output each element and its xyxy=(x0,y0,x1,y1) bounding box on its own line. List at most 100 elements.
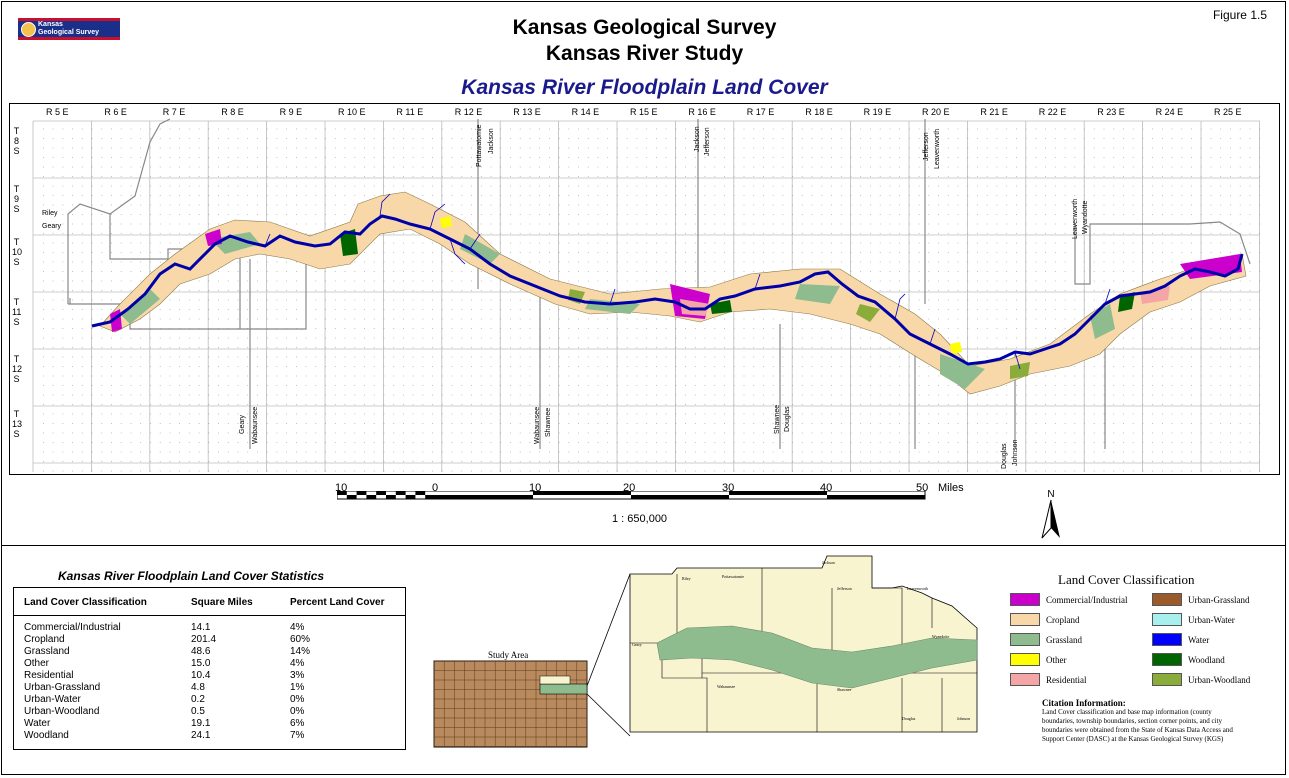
range-label: R 17 E xyxy=(746,107,775,117)
stats-cell-sq-miles: 10.4 xyxy=(191,670,211,681)
scale-tick-label: 20 xyxy=(623,482,636,494)
township-label-part: S xyxy=(13,204,20,214)
township-label-part: S xyxy=(13,374,20,384)
township-label-part: T xyxy=(13,354,20,364)
county-label-geary: Geary xyxy=(42,223,62,230)
county-label-wyandotte: Wyandotte xyxy=(1082,200,1089,234)
stats-cell-class: Commercial/Industrial xyxy=(24,622,121,633)
logo-text: Kansas Geological Survey xyxy=(38,21,99,37)
legend-label: Woodland xyxy=(1188,655,1225,665)
range-label: R 19 E xyxy=(863,107,892,117)
stats-cell-percent: 1% xyxy=(290,682,305,693)
inset-county-label: Riley xyxy=(682,576,691,581)
figure-number: Figure 1.5 xyxy=(1212,8,1267,22)
legend-label: Grassland xyxy=(1046,635,1082,645)
scale-unit: Miles xyxy=(938,482,964,494)
legend-swatch xyxy=(1152,633,1182,646)
township-label-part: 12 xyxy=(12,364,23,374)
main-map[interactable]: R 5 E R 6 E R 7 E R 8 E R 9 E R 10 E R 11 E R 1… xyxy=(9,103,1280,475)
stats-cell-sq-miles: 19.1 xyxy=(191,718,211,729)
legend-swatch xyxy=(1010,653,1040,666)
tributaries xyxy=(264,193,1111,370)
stats-cell-percent: 14% xyxy=(290,646,311,657)
county-label-pottawatomie: Pottawatomie xyxy=(476,124,483,167)
township-label: T 13 S xyxy=(12,409,23,439)
stats-cell-sq-miles: 0.5 xyxy=(191,706,205,717)
legend-label: Urban-Water xyxy=(1188,615,1235,625)
scale-tick-label: 0 xyxy=(432,482,439,494)
stats-header-class: Land Cover Classification xyxy=(24,597,147,608)
stats-cell-sq-miles: 201.4 xyxy=(191,634,217,645)
county-label-wabaunsee-east: Wabaunsee xyxy=(534,406,541,444)
township-label-part: T xyxy=(13,184,20,194)
township-label: T 10 S xyxy=(12,237,23,267)
scale-tick-label: 30 xyxy=(722,482,735,494)
study-area-label: Study Area xyxy=(488,650,529,660)
stats-cell-class: Cropland xyxy=(24,634,65,645)
township-label: T 12 S xyxy=(12,354,23,384)
stats-cell-class: Water xyxy=(24,718,51,729)
township-label-part: T xyxy=(13,126,20,136)
county-label-jefferson: Jefferson xyxy=(704,127,711,156)
range-label: R 7 E xyxy=(162,107,186,117)
township-label-part: 8 xyxy=(13,136,19,146)
legend-swatch xyxy=(1152,593,1182,606)
stats-cell-class: Urban-Woodland xyxy=(24,706,100,717)
legend-swatch xyxy=(1010,613,1040,626)
range-label: R 20 E xyxy=(922,107,950,117)
range-label: R 11 E xyxy=(396,107,424,117)
kansas-state-map xyxy=(433,660,588,748)
range-label: R 21 E xyxy=(980,107,1008,117)
range-label: R 16 E xyxy=(688,107,716,117)
range-label: R 15 E xyxy=(630,107,658,117)
county-label-jackson: Jackson xyxy=(488,128,495,154)
stats-table: Land Cover Classification Square Miles P… xyxy=(13,587,406,750)
stats-cell-sq-miles: 48.6 xyxy=(191,646,211,657)
legend-label: Cropland xyxy=(1046,615,1080,625)
logo-text-line2: Geological Survey xyxy=(38,29,100,36)
range-label: R 14 E xyxy=(571,107,600,117)
county-label-johnson: Johnson xyxy=(1012,439,1019,466)
stats-header-sq-miles: Square Miles xyxy=(191,597,253,608)
north-label: N xyxy=(1047,489,1054,500)
township-label-part: 9 xyxy=(13,194,19,204)
inset-county-label: Douglas xyxy=(902,716,916,721)
township-label-part: T xyxy=(13,409,20,419)
county-label-douglas: Douglas xyxy=(784,406,791,432)
legend-swatch xyxy=(1152,613,1182,626)
range-label: R 18 E xyxy=(805,107,833,117)
citation-text: Land Cover classification and base map i… xyxy=(1042,708,1233,743)
stats-header-divider xyxy=(14,615,405,616)
township-label-part: 13 xyxy=(12,419,23,429)
township-label-part: 10 xyxy=(12,247,23,257)
inset-county-label: Johnson xyxy=(957,716,970,721)
stats-cell-sq-miles: 0.2 xyxy=(191,694,205,705)
stats-cell-percent: 4% xyxy=(290,658,305,669)
inset-county-label: Wyandotte xyxy=(932,634,950,639)
stats-col-class: Commercial/Industrial Cropland Grassland Ot… xyxy=(24,622,121,742)
range-label: R 8 E xyxy=(221,107,244,117)
stats-cell-sq-miles: 4.8 xyxy=(191,682,205,693)
inset-county-label: Shawnee xyxy=(837,687,852,692)
range-label: R 13 E xyxy=(513,107,541,117)
range-label: R 5 E xyxy=(46,107,69,117)
township-label-part: T xyxy=(13,297,20,307)
legend-label: Water xyxy=(1188,635,1210,645)
stats-title: Kansas River Floodplain Land Cover Stati… xyxy=(58,569,325,583)
title-survey: Kansas Geological Survey xyxy=(512,16,777,39)
county-label-jefferson-east: Jefferson xyxy=(923,132,930,161)
stats-cell-class: Urban-Water xyxy=(24,694,81,705)
study-area-map[interactable]: Riley Pottawatomie Jackson Geary Wabaunsee Sh… xyxy=(432,548,980,752)
section-corner-dots xyxy=(43,128,1261,472)
kansas-river xyxy=(91,214,1244,366)
legend-swatch xyxy=(1010,593,1040,606)
title-study: Kansas River Study xyxy=(545,42,744,65)
legend-label: Commercial/Industrial xyxy=(1046,595,1128,605)
citation-block: Citation Information: Land Cover classif… xyxy=(1042,699,1242,744)
stats-cell-class: Woodland xyxy=(24,730,69,741)
township-label-part: T xyxy=(13,237,20,247)
township-label: T 11 S xyxy=(12,297,21,327)
range-label: R 23 E xyxy=(1097,107,1125,117)
range-label: R 24 E xyxy=(1155,107,1184,117)
